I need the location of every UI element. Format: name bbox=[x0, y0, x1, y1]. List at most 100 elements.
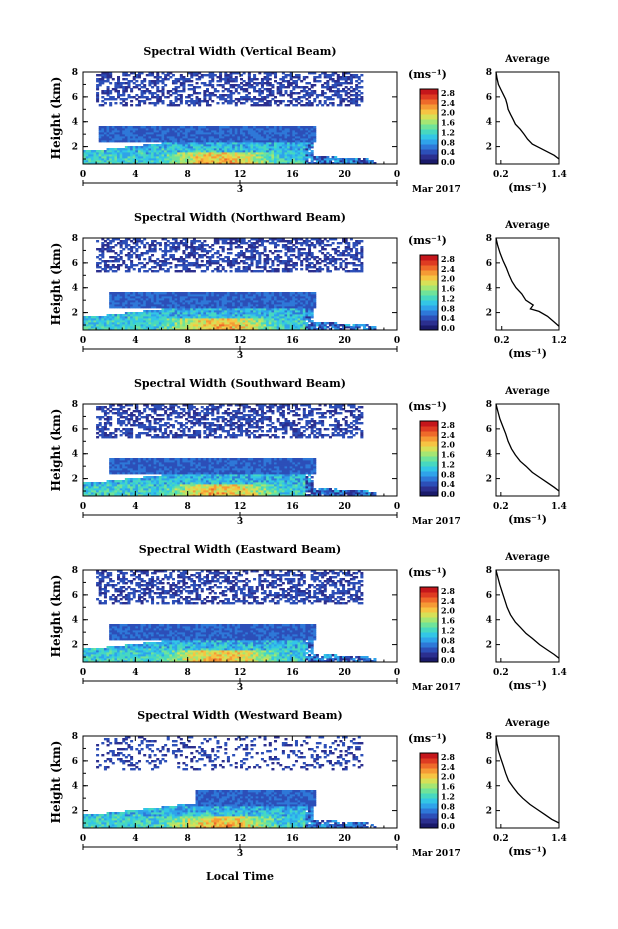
colorbar-cell bbox=[420, 310, 438, 316]
x-tick-label: 16 bbox=[286, 502, 299, 512]
colorbar-tick-label: 0.0 bbox=[441, 323, 455, 333]
colorbar-cell bbox=[420, 768, 438, 774]
colorbar-cell bbox=[420, 491, 438, 496]
average-y-tick-label: 2 bbox=[486, 807, 492, 817]
x-tick-label: 4 bbox=[132, 502, 138, 512]
average-title: Average bbox=[504, 220, 550, 231]
average-line bbox=[495, 403, 560, 492]
average-y-tick-label: 6 bbox=[486, 757, 492, 767]
average-y-tick-label: 4 bbox=[486, 616, 492, 626]
x-tick-label: 16 bbox=[286, 170, 299, 180]
colorbar-cell bbox=[420, 652, 438, 658]
average-x-tick-label: 1.4 bbox=[551, 170, 567, 180]
average-y-tick-label: 4 bbox=[486, 284, 492, 294]
colorbar-tick-label: 0.0 bbox=[441, 157, 455, 167]
panel-1: Spectral Width (Vertical Beam) 2 4 6 8 0 4 8 12 1… bbox=[49, 45, 567, 195]
colorbar: (ms⁻¹) 2.82.42.01.61.20.80.40.0 bbox=[408, 68, 455, 167]
average-line bbox=[495, 735, 560, 824]
colorbar-cell bbox=[420, 114, 438, 120]
x-tick-label: 4 bbox=[132, 834, 138, 844]
average-title: Average bbox=[504, 54, 550, 65]
y-axis-label: Height (km) bbox=[49, 243, 63, 326]
colorbar-cell bbox=[420, 300, 438, 306]
colorbar-cell bbox=[420, 305, 438, 311]
x-tick-label: 4 bbox=[132, 668, 138, 678]
colorbar-tick-label: 0.0 bbox=[441, 655, 455, 665]
y-tick-label: 2 bbox=[72, 807, 78, 817]
colorbar-unit: (ms⁻¹) bbox=[408, 732, 447, 745]
colorbar-cell bbox=[420, 808, 438, 814]
x-tick-label: 0 bbox=[394, 668, 400, 678]
colorbar-cell bbox=[420, 486, 438, 492]
x-tick-label: 20 bbox=[338, 668, 351, 678]
average-profile: Average 2 4 6 8 0.2 1.4 (ms⁻¹) bbox=[486, 386, 567, 526]
colorbar-tick-label: 0.4 bbox=[441, 811, 455, 821]
average-y-tick-label: 8 bbox=[486, 68, 492, 78]
colorbar-tick-label: 1.6 bbox=[441, 782, 455, 792]
colorbar-tick-label: 2.8 bbox=[441, 586, 455, 596]
y-axis-label: Height (km) bbox=[49, 741, 63, 824]
colorbar-cell bbox=[420, 803, 438, 809]
colorbar-cell bbox=[420, 315, 438, 321]
colorbar-tick-label: 2.4 bbox=[441, 762, 455, 772]
average-x-tick-label: 1.4 bbox=[551, 668, 567, 678]
panel-2: Spectral Width (Northward Beam) 2 4 6 8 0 4 8 12… bbox=[49, 211, 567, 361]
average-y-tick-label: 4 bbox=[486, 450, 492, 460]
colorbar-tick-label: 0.0 bbox=[441, 489, 455, 499]
average-y-tick-label: 6 bbox=[486, 259, 492, 269]
average-x-tick-label: 0.2 bbox=[494, 336, 510, 346]
colorbar: (ms⁻¹) 2.82.42.01.61.20.80.40.0 bbox=[408, 732, 455, 831]
colorbar-tick-label: 2.4 bbox=[441, 264, 455, 274]
x-tick-label: 0 bbox=[394, 502, 400, 512]
colorbar-frame bbox=[419, 752, 439, 829]
colorbar-cell bbox=[420, 94, 438, 100]
average-y-tick-label: 2 bbox=[486, 143, 492, 153]
average-line bbox=[495, 71, 560, 160]
colorbar-cell bbox=[420, 783, 438, 789]
y-tick-label: 4 bbox=[72, 450, 78, 460]
date-label: Mar 2017 bbox=[412, 517, 461, 527]
colorbar-cell bbox=[420, 426, 438, 432]
y-tick-label: 8 bbox=[72, 732, 78, 742]
average-title: Average bbox=[504, 386, 550, 397]
x-tick-label: 12 bbox=[234, 170, 247, 180]
average-unit: (ms⁻¹) bbox=[508, 679, 547, 692]
average-unit: (ms⁻¹) bbox=[508, 347, 547, 360]
colorbar-cell bbox=[420, 104, 438, 110]
colorbar-tick-label: 0.0 bbox=[441, 821, 455, 831]
panel-title: Spectral Width (Vertical Beam) bbox=[143, 45, 336, 58]
colorbar-cell bbox=[420, 763, 438, 769]
colorbar-cell bbox=[420, 275, 438, 281]
colorbar-cell bbox=[420, 461, 438, 467]
average-x-tick-label: 0.2 bbox=[493, 502, 509, 512]
colorbar-cell bbox=[420, 587, 438, 593]
heatmap-cells bbox=[83, 736, 377, 829]
x-tick-label: 20 bbox=[338, 834, 351, 844]
colorbar-tick-label: 1.2 bbox=[441, 791, 455, 801]
date-label: Mar 2017 bbox=[412, 185, 461, 195]
heatmap-cells bbox=[83, 238, 377, 331]
panel-5: Spectral Width (Westward Beam) 2 4 6 8 0 4 8 12 1… bbox=[49, 709, 567, 859]
x-tick-label: 8 bbox=[185, 336, 191, 346]
average-x-tick-label: 1.2 bbox=[551, 336, 567, 346]
average-line bbox=[495, 237, 560, 327]
y-tick-label: 6 bbox=[72, 425, 78, 435]
colorbar-cell bbox=[420, 476, 438, 482]
x-tick-label: 0 bbox=[80, 668, 86, 678]
y-tick-label: 8 bbox=[72, 234, 78, 244]
colorbar-frame bbox=[419, 88, 439, 165]
colorbar-cell bbox=[420, 778, 438, 784]
panel-title: Spectral Width (Eastward Beam) bbox=[139, 543, 341, 556]
x-tick-label: 16 bbox=[286, 834, 299, 844]
average-x-tick-label: 1.4 bbox=[551, 834, 567, 844]
colorbar-tick-label: 2.0 bbox=[441, 440, 455, 450]
day-label: 3 bbox=[237, 683, 243, 693]
colorbar-cell bbox=[420, 149, 438, 155]
y-tick-label: 2 bbox=[72, 309, 78, 319]
colorbar-frame bbox=[419, 586, 439, 663]
heatmap-cells bbox=[83, 72, 377, 165]
average-y-tick-label: 4 bbox=[486, 782, 492, 792]
day-label: 3 bbox=[237, 351, 243, 361]
average-y-tick-label: 6 bbox=[486, 93, 492, 103]
colorbar-cell bbox=[420, 657, 438, 662]
